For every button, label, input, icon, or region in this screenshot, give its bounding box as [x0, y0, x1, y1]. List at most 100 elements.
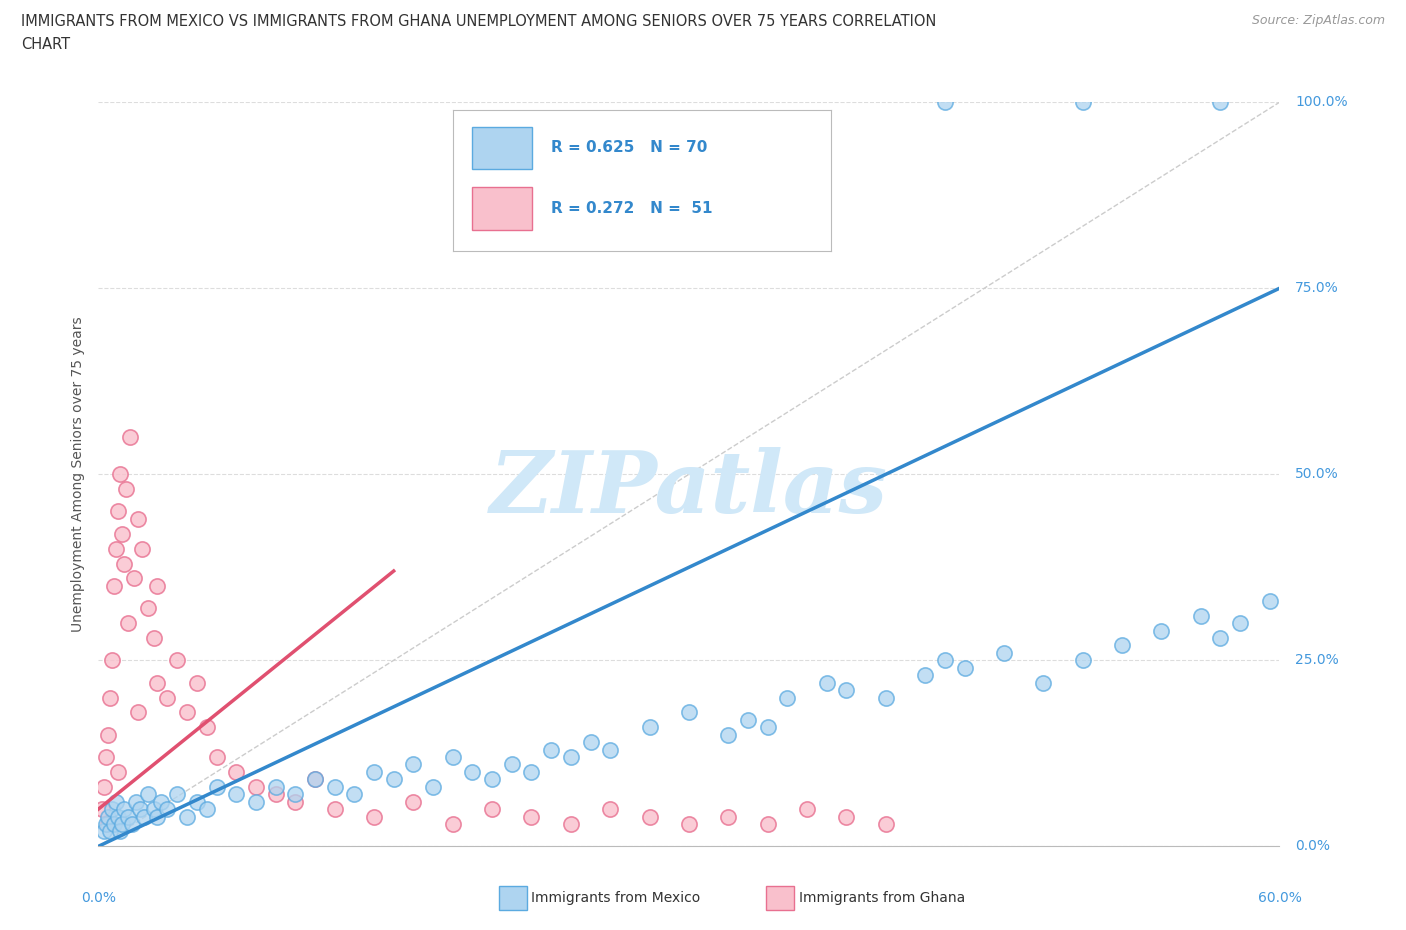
Point: [115, 482, 138, 497]
Point: [118, 430, 141, 445]
Point: [245, 779, 267, 794]
Point: [205, 750, 228, 764]
Point: [835, 809, 858, 824]
Point: [520, 809, 543, 824]
Point: [914, 668, 936, 683]
Point: [103, 578, 125, 593]
Point: [107, 504, 129, 519]
Point: [579, 735, 602, 750]
Point: [422, 779, 444, 794]
Point: [176, 809, 198, 824]
Point: [101, 653, 124, 668]
Point: [146, 675, 169, 690]
Y-axis label: Unemployment Among Seniors over 75 years: Unemployment Among Seniors over 75 years: [72, 316, 86, 632]
Point: [121, 817, 143, 831]
Text: Source: ZipAtlas.com: Source: ZipAtlas.com: [1251, 14, 1385, 27]
Point: [363, 809, 385, 824]
Point: [96, 817, 118, 831]
Point: [225, 787, 247, 802]
Point: [1258, 593, 1281, 608]
Point: [142, 802, 165, 817]
Point: [96, 750, 118, 764]
Point: [1209, 631, 1232, 645]
Text: Immigrants from Mexico: Immigrants from Mexico: [531, 891, 700, 906]
Point: [93, 779, 115, 794]
Point: [101, 802, 124, 817]
Point: [132, 809, 155, 824]
Point: [176, 705, 198, 720]
Point: [343, 787, 366, 802]
Point: [105, 541, 128, 556]
Point: [107, 809, 129, 824]
Point: [111, 526, 134, 541]
Point: [112, 802, 135, 817]
Text: ZIPatlas: ZIPatlas: [489, 447, 889, 531]
Point: [560, 817, 582, 831]
Point: [599, 802, 621, 817]
Point: [195, 802, 218, 817]
Point: [117, 616, 139, 631]
Text: 100.0%: 100.0%: [1295, 95, 1348, 110]
Point: [1071, 653, 1094, 668]
Point: [520, 764, 543, 779]
Text: 0.0%: 0.0%: [82, 891, 115, 905]
Point: [441, 750, 464, 764]
Point: [128, 802, 150, 817]
Point: [122, 571, 145, 586]
Point: [166, 787, 188, 802]
Point: [97, 817, 120, 831]
Point: [1209, 95, 1232, 110]
Point: [501, 757, 523, 772]
Point: [1111, 638, 1133, 653]
Point: [166, 653, 188, 668]
Point: [136, 787, 159, 802]
Point: [284, 794, 307, 809]
Point: [186, 675, 208, 690]
Point: [441, 817, 464, 831]
Point: [481, 802, 503, 817]
Point: [284, 787, 307, 802]
Text: 75.0%: 75.0%: [1295, 281, 1339, 296]
Point: [638, 809, 661, 824]
Point: [540, 742, 562, 757]
Point: [117, 809, 139, 824]
Point: [737, 712, 759, 727]
Point: [1071, 95, 1094, 110]
Point: [146, 578, 169, 593]
Point: [127, 705, 149, 720]
Point: [953, 660, 976, 675]
Text: 60.0%: 60.0%: [1257, 891, 1302, 905]
Point: [105, 794, 128, 809]
Point: [678, 705, 700, 720]
Point: [934, 95, 956, 110]
Point: [1229, 616, 1251, 631]
Point: [146, 809, 169, 824]
Point: [1150, 623, 1173, 638]
Point: [934, 653, 956, 668]
Point: [136, 601, 159, 616]
Point: [195, 720, 218, 735]
Point: [323, 779, 346, 794]
Point: [402, 757, 425, 772]
Point: [382, 772, 405, 787]
Point: [91, 802, 114, 817]
Point: [323, 802, 346, 817]
Point: [127, 512, 149, 526]
Point: [156, 690, 179, 705]
Point: [875, 817, 897, 831]
Point: [1189, 608, 1212, 623]
Point: [150, 794, 173, 809]
Point: [156, 802, 179, 817]
Point: [98, 690, 121, 705]
Point: [756, 720, 779, 735]
Point: [461, 764, 484, 779]
Point: [796, 802, 818, 817]
Point: [717, 727, 740, 742]
Point: [107, 764, 129, 779]
Point: [97, 727, 120, 742]
Point: [125, 794, 148, 809]
Point: [108, 824, 131, 839]
Point: [111, 817, 134, 831]
Point: [402, 794, 425, 809]
Point: [875, 690, 897, 705]
